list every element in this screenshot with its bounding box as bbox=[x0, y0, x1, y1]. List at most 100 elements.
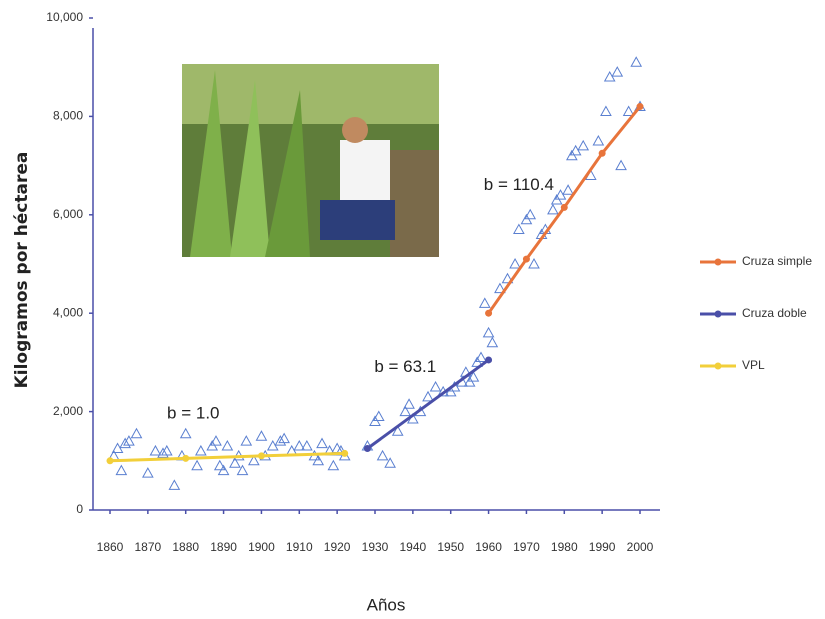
data-point bbox=[528, 257, 540, 269]
trend-marker bbox=[598, 149, 606, 157]
legend-label: Cruza doble bbox=[742, 306, 807, 320]
trend-marker bbox=[560, 203, 568, 211]
data-point bbox=[403, 398, 415, 409]
annotation: b = 1.0 bbox=[167, 404, 219, 423]
x-tick-label: 1860 bbox=[97, 540, 124, 554]
y-tick-label: 6,000 bbox=[53, 207, 83, 221]
data-point bbox=[630, 56, 643, 67]
data-point bbox=[482, 326, 495, 338]
data-point bbox=[157, 447, 169, 458]
x-tick-label: 2000 bbox=[627, 540, 654, 554]
trend-marker bbox=[106, 457, 114, 465]
trend-marker bbox=[522, 255, 530, 263]
x-axis-label: Años bbox=[367, 595, 406, 614]
data-point bbox=[274, 435, 287, 446]
trend-marker bbox=[485, 309, 493, 317]
data-point bbox=[547, 203, 559, 215]
data-point bbox=[615, 159, 627, 171]
legend-marker bbox=[714, 258, 722, 266]
trend-marker bbox=[636, 103, 644, 111]
data-point bbox=[501, 272, 514, 284]
x-tick-label: 1970 bbox=[513, 540, 540, 554]
data-point bbox=[191, 459, 203, 471]
data-point bbox=[509, 257, 521, 269]
data-point bbox=[248, 454, 260, 466]
data-point bbox=[422, 390, 434, 402]
annotation: b = 63.1 bbox=[374, 357, 436, 376]
data-point bbox=[255, 430, 268, 441]
y-tick-label: 0 bbox=[76, 502, 83, 516]
data-point bbox=[331, 442, 343, 453]
trend-marker bbox=[363, 445, 371, 452]
y-tick-label: 10,000 bbox=[46, 10, 83, 24]
data-point bbox=[524, 208, 537, 220]
data-point bbox=[429, 380, 442, 392]
x-tick-label: 1910 bbox=[286, 540, 313, 554]
x-tick-label: 1900 bbox=[248, 540, 275, 554]
data-point bbox=[478, 297, 491, 308]
data-point bbox=[210, 435, 222, 446]
x-tick-label: 1950 bbox=[437, 540, 464, 554]
x-tick-label: 1930 bbox=[362, 540, 389, 554]
x-tick-label: 1990 bbox=[589, 540, 616, 554]
data-point bbox=[327, 459, 340, 471]
data-point bbox=[160, 444, 173, 456]
data-point bbox=[577, 139, 590, 151]
data-point bbox=[475, 351, 487, 362]
data-point bbox=[168, 479, 181, 490]
legend-marker bbox=[714, 362, 722, 370]
data-point bbox=[217, 464, 230, 476]
data-point bbox=[119, 437, 131, 449]
photo bbox=[182, 64, 439, 257]
data-point bbox=[622, 105, 635, 116]
y-axis-label: Kilogramos por héctarea bbox=[12, 152, 32, 389]
trend-marker bbox=[257, 452, 265, 460]
data-point bbox=[384, 457, 396, 468]
data-point bbox=[611, 66, 624, 77]
x-tick-label: 1890 bbox=[210, 540, 237, 554]
data-point bbox=[195, 444, 207, 456]
data-point bbox=[376, 449, 389, 461]
data-point bbox=[278, 432, 290, 444]
data-point bbox=[149, 444, 162, 456]
data-point bbox=[130, 427, 143, 439]
data-point bbox=[399, 405, 412, 417]
data-point bbox=[213, 459, 226, 471]
data-point bbox=[229, 457, 241, 468]
data-point bbox=[494, 282, 506, 294]
legend-label: VPL bbox=[742, 358, 765, 372]
y-tick-label: 8,000 bbox=[53, 109, 83, 123]
data-point bbox=[115, 464, 128, 476]
trend-marker bbox=[182, 454, 190, 462]
y-tick-label: 2,000 bbox=[53, 404, 83, 418]
x-tick-label: 1920 bbox=[324, 540, 351, 554]
data-point bbox=[312, 454, 325, 466]
trend-marker bbox=[341, 449, 349, 457]
x-tick-label: 1960 bbox=[475, 540, 502, 554]
legend-label: Cruza simple bbox=[742, 254, 812, 268]
x-tick-label: 1880 bbox=[172, 540, 199, 554]
data-point bbox=[240, 435, 253, 446]
data-point bbox=[513, 223, 525, 235]
data-point bbox=[236, 464, 249, 476]
data-point bbox=[600, 105, 612, 116]
trend-line bbox=[109, 451, 345, 463]
x-tick-label: 1980 bbox=[551, 540, 578, 554]
legend-marker bbox=[714, 310, 722, 318]
data-point bbox=[123, 435, 135, 446]
data-point bbox=[592, 134, 605, 146]
data-point bbox=[301, 440, 313, 451]
trend-line bbox=[366, 358, 490, 450]
y-tick-label: 4,000 bbox=[53, 305, 83, 319]
data-point bbox=[316, 437, 328, 449]
data-point bbox=[486, 336, 499, 348]
data-point bbox=[179, 427, 192, 439]
data-point bbox=[391, 425, 404, 436]
data-point bbox=[562, 184, 574, 195]
x-tick-label: 1870 bbox=[135, 540, 162, 554]
annotation: b = 110.4 bbox=[484, 175, 554, 194]
data-point bbox=[467, 371, 480, 382]
data-point bbox=[221, 440, 234, 451]
data-point bbox=[142, 467, 154, 478]
